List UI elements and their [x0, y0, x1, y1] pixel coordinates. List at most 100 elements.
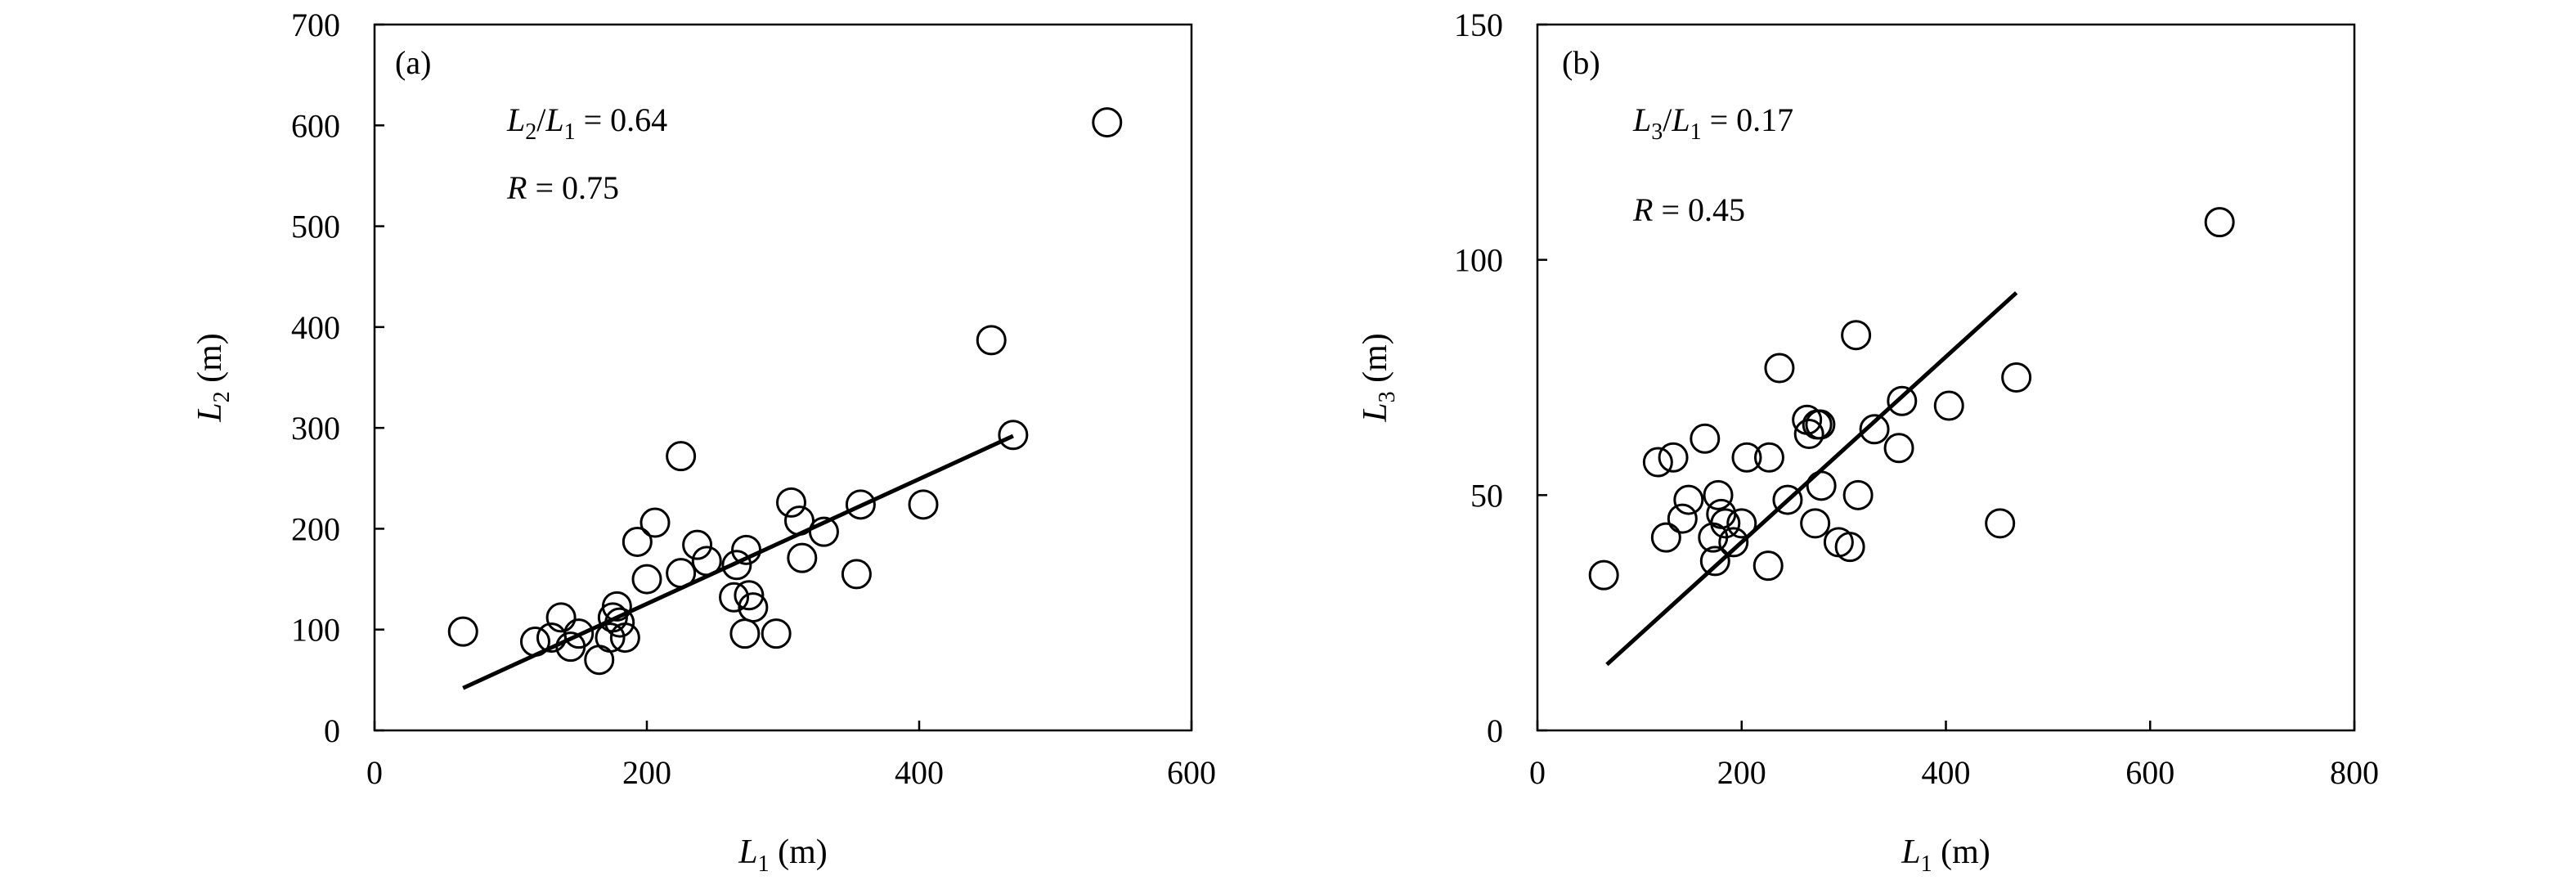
- data-point: [1667, 503, 1698, 534]
- data-point: [682, 529, 713, 560]
- data-point: [787, 542, 818, 573]
- data-point: [1726, 508, 1757, 539]
- data-point: [808, 516, 839, 547]
- fit-line: [1605, 291, 2018, 667]
- data-point: [640, 507, 671, 538]
- y-tick-label: 200: [291, 510, 340, 547]
- data-point: [563, 618, 595, 649]
- data-point: [998, 420, 1029, 451]
- data-point: [976, 325, 1007, 356]
- data-point: [1806, 470, 1837, 501]
- data-point: [1703, 479, 1734, 510]
- data-point: [691, 546, 722, 577]
- y-tick-label: 0: [1487, 712, 1503, 749]
- data-point: [545, 602, 577, 633]
- plot-frame: [373, 23, 1193, 732]
- data-point: [666, 558, 697, 589]
- x-tick-label: 200: [1717, 754, 1766, 791]
- data-point: [1658, 442, 1689, 473]
- data-point: [622, 526, 653, 557]
- data-point: [1690, 423, 1721, 454]
- data-point: [1834, 532, 1865, 563]
- x-tick-label: 200: [622, 754, 671, 791]
- y-tick-label: 0: [324, 712, 340, 749]
- panel-label: (a): [395, 44, 431, 81]
- data-point: [609, 622, 640, 654]
- ratio-annotation: L2/L1 = 0.64: [506, 101, 667, 145]
- x-axis-title: L1 (m): [1901, 833, 1990, 877]
- y-tick-label: 50: [1470, 477, 1503, 514]
- data-point: [845, 489, 876, 520]
- data-point: [2204, 207, 2235, 238]
- y-tick-label: 300: [291, 410, 340, 447]
- data-point: [1887, 385, 1918, 416]
- data-point: [1841, 320, 1872, 351]
- x-tick-label: 600: [1167, 754, 1216, 791]
- y-tick-label: 100: [1454, 242, 1503, 279]
- data-point: [841, 559, 872, 590]
- data-point: [604, 607, 635, 638]
- data-point: [1883, 433, 1914, 464]
- ratio-annotation: L3/L1 = 0.17: [1632, 101, 1793, 145]
- data-point: [1800, 508, 1831, 539]
- data-point: [734, 580, 765, 611]
- data-point: [1718, 527, 1749, 558]
- y-axis-title: L2 (m): [191, 333, 235, 423]
- y-axis-title: L3 (m): [1357, 333, 1400, 423]
- data-point: [1092, 107, 1123, 138]
- data-point: [1805, 409, 1836, 440]
- data-point: [1699, 546, 1730, 577]
- data-point: [721, 550, 752, 581]
- data-point: [2001, 362, 2032, 393]
- data-point: [729, 618, 761, 649]
- y-tick-label: 100: [291, 612, 340, 649]
- data-point: [1752, 550, 1784, 582]
- x-axis-title: L1 (m): [738, 833, 828, 877]
- panel-b: 0 200 400 600 800 0 50 100 150 L1 (m) L3 (m) (b) L3/…: [1357, 7, 2379, 877]
- x-tick-label: 600: [2125, 754, 2174, 791]
- correlation-annotation: R = 0.45: [1632, 191, 1745, 228]
- x-tick-label: 400: [1922, 754, 1971, 791]
- data-point: [761, 618, 792, 649]
- data-point: [1793, 419, 1824, 450]
- data-point: [601, 591, 632, 622]
- x-tick-label: 0: [1529, 754, 1546, 791]
- y-tick-label: 500: [291, 209, 340, 245]
- y-tick-label: 400: [291, 309, 340, 346]
- data-point: [775, 487, 806, 518]
- data-point: [1764, 353, 1795, 384]
- data-point: [666, 441, 697, 472]
- y-tick-label: 700: [291, 7, 340, 43]
- data-point: [447, 616, 478, 647]
- x-tick-label: 400: [895, 754, 944, 791]
- y-tick-label: 150: [1454, 7, 1503, 43]
- data-point: [1772, 484, 1803, 515]
- data-point: [738, 592, 769, 623]
- correlation-annotation: R = 0.75: [506, 169, 619, 206]
- data-point: [584, 645, 615, 676]
- data-point: [631, 564, 662, 595]
- data-point: [519, 627, 550, 658]
- data-point: [1588, 559, 1619, 591]
- data-point: [1731, 442, 1762, 473]
- data-point: [731, 534, 762, 565]
- data-point: [1859, 414, 1890, 445]
- data-point: [908, 489, 939, 520]
- data-point: [1753, 442, 1784, 473]
- panel-label: (b): [1562, 44, 1600, 81]
- data-point: [1710, 508, 1741, 539]
- y-tick-label: 600: [291, 107, 340, 144]
- data-point: [595, 622, 626, 654]
- panel-a: 0 200 400 600 0 100 200 300 400 500 600 700 L1 (m) L2…: [191, 7, 1216, 877]
- data-point: [1842, 479, 1874, 510]
- data-point: [1650, 522, 1681, 553]
- data-point: [1985, 508, 2016, 539]
- x-tick-label: 0: [366, 754, 383, 791]
- data-point: [719, 582, 750, 613]
- data-point: [783, 505, 815, 537]
- data-point: [1673, 484, 1704, 515]
- x-tick-label: 800: [2330, 754, 2379, 791]
- data-point: [1642, 447, 1673, 478]
- data-point: [1933, 390, 1964, 421]
